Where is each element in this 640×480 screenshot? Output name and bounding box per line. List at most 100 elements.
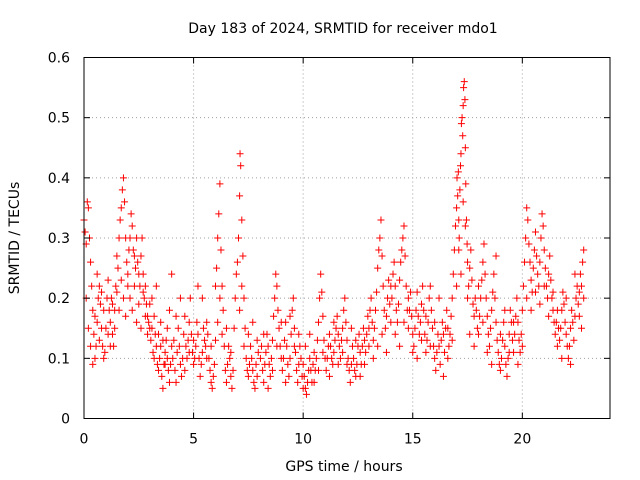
- data-point: [225, 342, 233, 350]
- data-point: [218, 330, 226, 338]
- data-point: [574, 300, 582, 308]
- data-point: [444, 354, 452, 362]
- data-point: [346, 378, 354, 386]
- data-point: [510, 318, 518, 326]
- data-point: [197, 360, 205, 368]
- data-point: [149, 348, 157, 356]
- data-point: [306, 330, 314, 338]
- data-point: [104, 330, 112, 338]
- data-point: [161, 360, 169, 368]
- data-point: [362, 348, 370, 356]
- data-point: [457, 162, 465, 170]
- data-point: [385, 276, 393, 284]
- data-point: [98, 288, 106, 296]
- data-point: [96, 300, 104, 308]
- data-point: [163, 324, 171, 332]
- data-point: [376, 234, 384, 242]
- data-points: [80, 78, 588, 398]
- data-point: [465, 282, 473, 290]
- data-point: [483, 348, 491, 356]
- data-point: [504, 354, 512, 362]
- data-point: [126, 234, 134, 242]
- data-point: [422, 348, 430, 356]
- data-point: [426, 342, 434, 350]
- data-point: [81, 228, 89, 236]
- data-point: [244, 330, 252, 338]
- data-point: [418, 300, 426, 308]
- data-point: [392, 306, 400, 314]
- data-point: [479, 318, 487, 326]
- data-point: [491, 294, 499, 302]
- data-point: [187, 330, 195, 338]
- data-point: [536, 300, 544, 308]
- data-point: [453, 282, 461, 290]
- data-point: [391, 330, 399, 338]
- data-point: [514, 360, 522, 368]
- data-point: [127, 210, 135, 218]
- data-point: [245, 360, 253, 368]
- data-point: [212, 282, 219, 290]
- data-point: [241, 324, 249, 332]
- data-point: [439, 372, 447, 380]
- data-point: [198, 348, 206, 356]
- data-point: [168, 270, 176, 278]
- data-point: [547, 276, 555, 284]
- data-point: [526, 258, 534, 266]
- data-point: [370, 324, 378, 332]
- data-point: [483, 312, 491, 320]
- data-point: [101, 348, 109, 356]
- data-point: [580, 294, 588, 302]
- data-point: [409, 330, 417, 338]
- data-point: [441, 348, 449, 356]
- data-point: [134, 258, 142, 266]
- x-axis-label: GPS time / hours: [285, 459, 402, 475]
- data-point: [437, 336, 445, 344]
- data-point: [361, 336, 369, 344]
- data-point: [265, 360, 273, 368]
- data-point: [132, 264, 140, 272]
- data-point: [300, 372, 308, 380]
- data-point: [396, 276, 404, 284]
- data-point: [495, 360, 503, 368]
- data-point: [252, 360, 260, 368]
- data-point: [227, 348, 235, 356]
- data-point: [421, 330, 429, 338]
- data-point: [253, 336, 261, 344]
- data-point: [121, 198, 129, 206]
- data-point: [409, 348, 417, 356]
- data-point: [519, 282, 527, 290]
- data-point: [282, 378, 290, 386]
- data-point: [410, 342, 418, 350]
- data-point: [181, 366, 189, 374]
- data-point: [236, 150, 244, 158]
- data-point: [216, 180, 224, 188]
- data-point: [389, 270, 397, 278]
- axes: 0 0.1 0.2 0.3 0.4 0.5 0.6 0 5 10 15 20: [48, 51, 610, 448]
- data-point: [124, 270, 132, 278]
- data-point: [272, 270, 280, 278]
- data-point: [180, 330, 188, 338]
- data-point: [273, 342, 281, 350]
- data-point: [454, 192, 462, 200]
- data-point: [93, 318, 101, 326]
- data-point: [87, 342, 95, 350]
- data-point: [158, 372, 166, 380]
- data-point: [485, 342, 493, 350]
- data-point: [172, 378, 180, 386]
- data-point: [489, 288, 497, 296]
- data-point: [527, 276, 535, 284]
- data-point: [436, 360, 444, 368]
- data-point: [94, 294, 102, 302]
- data-point: [327, 342, 335, 350]
- data-point: [402, 282, 410, 290]
- data-point: [278, 366, 286, 374]
- data-point: [433, 348, 441, 356]
- data-point: [111, 324, 119, 332]
- data-point: [480, 240, 488, 248]
- data-point: [282, 318, 290, 326]
- data-point: [567, 360, 575, 368]
- data-point: [569, 318, 577, 326]
- data-point: [578, 324, 586, 332]
- data-point: [334, 330, 342, 338]
- data-point: [373, 288, 381, 296]
